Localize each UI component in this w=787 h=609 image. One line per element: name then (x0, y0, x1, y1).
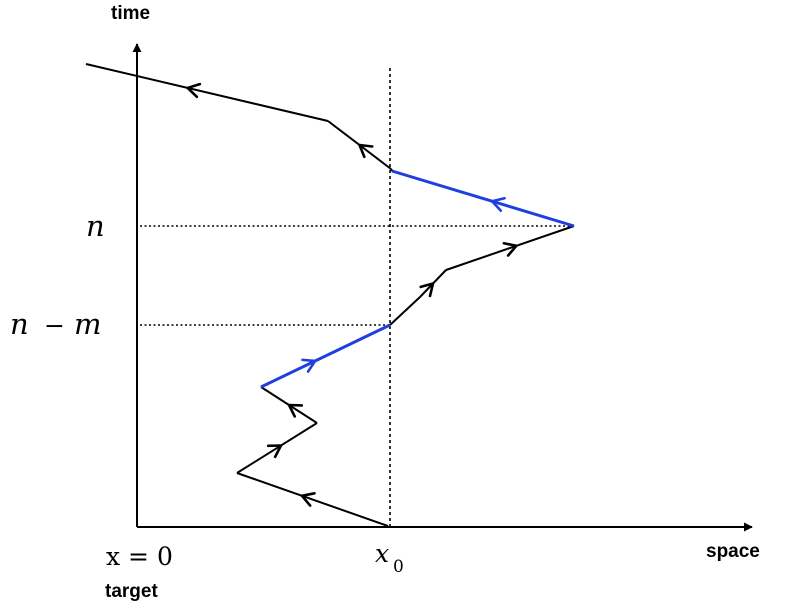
direction-arrow (300, 491, 316, 507)
highlight-segment (260, 323, 391, 389)
path-segment (236, 422, 318, 474)
origin-label: x = 0 (106, 542, 173, 571)
highlight-direction-arrow (301, 358, 317, 373)
n-minus-m-label-n: n (10, 307, 29, 341)
n-minus-m-label-m: m (74, 307, 102, 341)
n-minus-m-label-minus: − (44, 311, 65, 340)
walk-path (85, 63, 575, 527)
direction-arrow (186, 82, 202, 99)
highlight-segment (391, 169, 575, 228)
n-minus-m-level-label: n − m (10, 307, 102, 341)
x0-label-main: x (375, 539, 389, 568)
direction-arrow (502, 241, 518, 257)
highlight-direction-arrow (490, 196, 506, 212)
x0-label: x 0 (375, 539, 404, 577)
direction-arrow (358, 143, 374, 159)
path-segment (389, 296, 421, 326)
path-segment (236, 472, 389, 527)
direction-arrow (287, 403, 304, 418)
path-segment (445, 225, 575, 271)
n-level-label: n (86, 209, 105, 243)
path-segment (85, 63, 329, 122)
time-axis-label: time (111, 3, 150, 24)
path-segment (390, 168, 393, 172)
walk-direction-arrows (186, 82, 518, 507)
space-axis-label: space (706, 541, 760, 562)
target-label: target (105, 581, 158, 602)
direction-arrow (266, 444, 283, 459)
x0-label-subscript: 0 (393, 557, 404, 577)
direction-arrow (419, 282, 435, 298)
